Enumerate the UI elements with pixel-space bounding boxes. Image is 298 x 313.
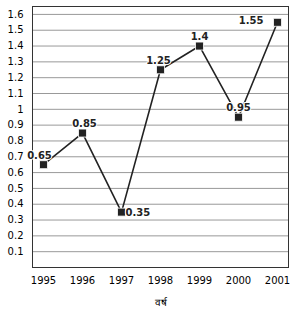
svg-text:0.35: 0.35 [126, 207, 151, 218]
svg-text:0.7: 0.7 [8, 151, 24, 162]
svg-text:0.85: 0.85 [72, 118, 97, 129]
svg-text:1.4: 1.4 [191, 31, 209, 42]
svg-text:1995: 1995 [31, 275, 56, 286]
svg-text:1.1: 1.1 [8, 88, 24, 99]
svg-text:0.9: 0.9 [8, 119, 24, 130]
svg-text:1.3: 1.3 [8, 56, 24, 67]
svg-text:1.6: 1.6 [8, 9, 24, 20]
svg-text:0.6: 0.6 [8, 167, 24, 178]
svg-text:1999: 1999 [187, 275, 212, 286]
svg-text:0.95: 0.95 [226, 102, 251, 113]
svg-text:0.65: 0.65 [27, 150, 52, 161]
svg-text:0.1: 0.1 [8, 246, 24, 257]
svg-text:0.8: 0.8 [8, 135, 24, 146]
svg-text:1996: 1996 [70, 275, 95, 286]
svg-text:0.2: 0.2 [8, 230, 24, 241]
svg-text:वर्ष: वर्ष [155, 297, 168, 308]
svg-text:1997: 1997 [109, 275, 134, 286]
svg-text:1998: 1998 [148, 275, 173, 286]
svg-text:2001: 2001 [265, 275, 290, 286]
svg-text:1.25: 1.25 [146, 55, 171, 66]
svg-text:1.2: 1.2 [8, 72, 24, 83]
svg-text:1.55: 1.55 [239, 15, 264, 26]
svg-text:0.4: 0.4 [8, 198, 24, 209]
svg-text:0.5: 0.5 [8, 183, 24, 194]
svg-text:1.4: 1.4 [8, 40, 24, 51]
svg-text:1: 1 [17, 104, 23, 115]
svg-text:0.3: 0.3 [8, 214, 24, 225]
svg-text:2000: 2000 [226, 275, 251, 286]
svg-text:1.5: 1.5 [8, 24, 24, 35]
